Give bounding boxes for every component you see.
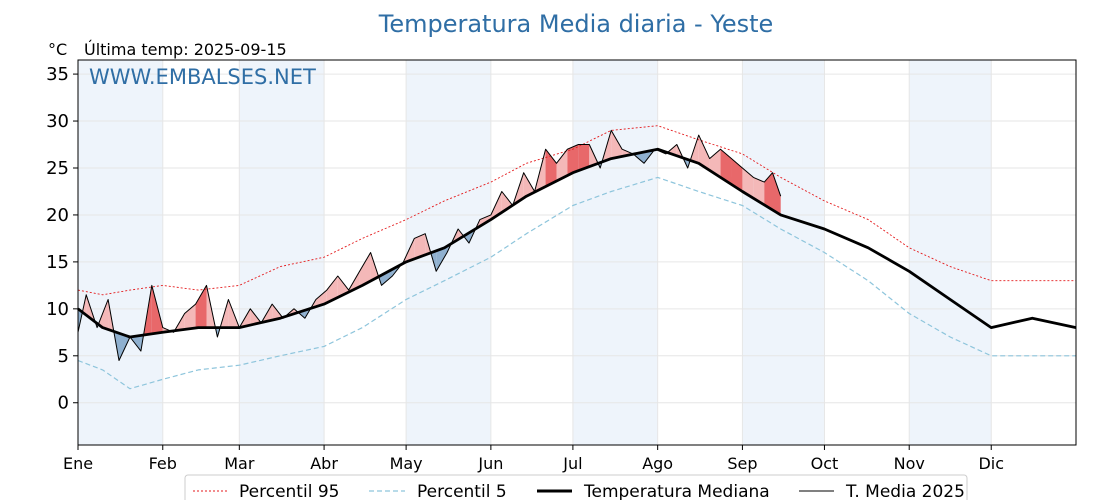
x-tick-label: Sep <box>727 454 757 473</box>
plot-frame <box>77 59 1077 446</box>
anomaly-fill-above <box>326 275 338 303</box>
anomaly-fill-above <box>578 144 590 171</box>
legend-label-current: T. Media 2025 <box>845 482 965 500</box>
anomaly-fill-above <box>731 158 743 192</box>
chart-title: Temperatura Media diaria - Yeste <box>378 10 774 38</box>
x-tick-label: Jul <box>562 454 582 473</box>
x-tick-label: Abr <box>310 454 338 473</box>
watermark: WWW.EMBALSES.NET <box>89 65 316 89</box>
legend-label-median: Temperatura Mediana <box>583 482 770 500</box>
month-band <box>742 60 825 445</box>
anomaly-fill-above <box>359 252 371 287</box>
y-tick-label: 5 <box>58 346 69 367</box>
anomaly-fill-above <box>698 135 710 171</box>
x-tick-label: Ago <box>642 454 673 473</box>
x-tick-label: Ene <box>63 454 93 473</box>
anomaly-fill-above <box>720 149 732 185</box>
anomaly-fill-below <box>436 246 448 272</box>
series-line-p5 <box>77 176 1076 390</box>
month-bands <box>78 60 992 445</box>
legend-box <box>184 474 968 500</box>
x-tick-label: Mar <box>224 454 255 473</box>
month-band <box>572 60 658 445</box>
anomaly-fill-above <box>501 191 513 213</box>
anomaly-fill-above <box>764 172 773 210</box>
x-tick-label: May <box>390 454 423 473</box>
anomaly-fill-above <box>545 149 557 187</box>
legend: Percentil 95 Percentil 5 Temperatura Med… <box>184 474 968 500</box>
last-temp-label: Última temp: 2025-09-15 <box>84 40 287 59</box>
anomaly-fill-above <box>556 149 568 181</box>
anomaly-fill-above <box>184 304 196 330</box>
month-band <box>239 60 325 445</box>
x-tick-label: Jun <box>477 454 503 473</box>
anomaly-fill-above <box>753 177 765 205</box>
x-tick-label: Nov <box>894 454 925 473</box>
y-tick-label: 20 <box>46 205 69 226</box>
series-line-p95 <box>77 125 1076 296</box>
x-tick-label: Dic <box>978 454 1004 473</box>
anomaly-fill-above <box>709 149 721 178</box>
anomaly-fill-above <box>611 130 623 159</box>
month-band <box>78 60 163 445</box>
anomaly-fill-above <box>195 285 207 328</box>
y-tick-label: 30 <box>46 111 69 132</box>
anomaly-fill-above <box>414 233 426 259</box>
series-line-current-year <box>77 129 782 361</box>
anomaly-fill-above <box>567 144 579 176</box>
series-lines <box>77 125 1077 390</box>
y-axis: 0 5 10 15 20 25 30 35 <box>46 64 78 414</box>
anomaly-fill-above <box>772 172 781 215</box>
x-tick-label: Feb <box>149 454 177 473</box>
x-axis: Ene Feb Mar Abr May Jun Jul Ago Sep Oct Nov Dic <box>63 445 1004 473</box>
anomaly-fill-below <box>381 269 393 286</box>
month-band <box>909 60 992 445</box>
y-tick-label: 35 <box>46 64 69 85</box>
y-tick-label: 0 <box>58 393 69 414</box>
anomaly-fill-above <box>523 172 535 198</box>
x-tick-label: Oct <box>811 454 839 473</box>
y-tick-label: 25 <box>46 158 69 179</box>
unit-label: °C <box>48 40 67 59</box>
y-tick-label: 10 <box>46 299 69 320</box>
y-tick-label: 15 <box>46 252 69 273</box>
legend-label-p95: Percentil 95 <box>239 482 339 500</box>
legend-label-p5: Percentil 5 <box>417 482 507 500</box>
series-line-median <box>77 147 1077 339</box>
